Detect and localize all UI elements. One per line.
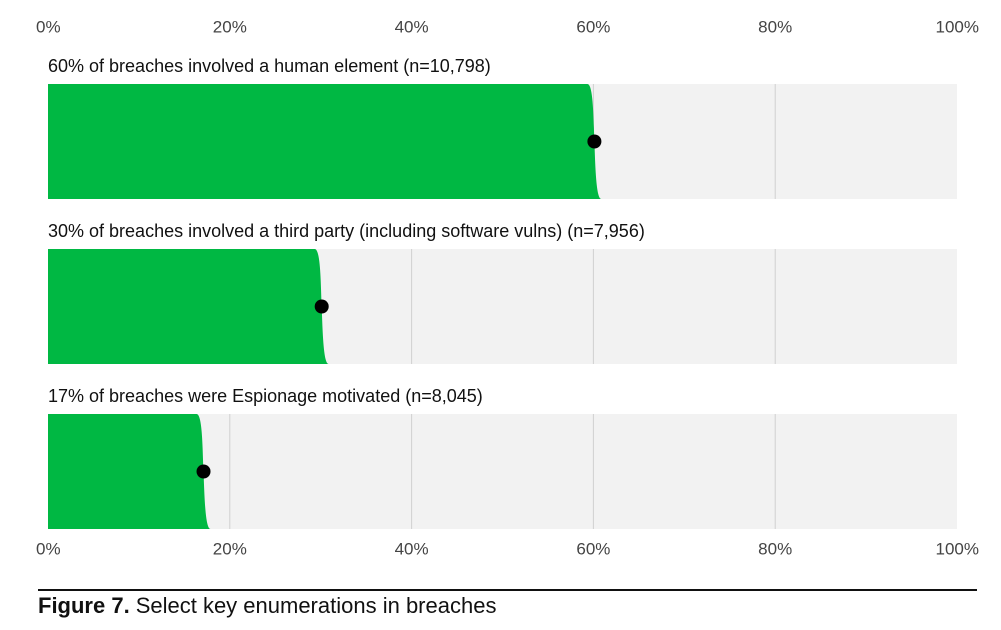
- x-tick-label-bottom: 40%: [395, 539, 429, 558]
- bar: [48, 249, 329, 364]
- figure-label: Figure 7.: [38, 593, 130, 618]
- x-tick-label-bottom: 100%: [936, 539, 979, 558]
- x-tick-label-top: 40%: [395, 17, 429, 36]
- x-tick-label-top: 0%: [36, 17, 61, 36]
- chart-title: Select key enumerations in breaches: [136, 593, 497, 618]
- x-tick-label-top: 80%: [758, 17, 792, 36]
- x-tick-label-bottom: 0%: [36, 539, 61, 558]
- caption: Figure 7. Select key enumerations in brea…: [38, 593, 496, 618]
- point-estimate: [587, 134, 602, 149]
- panel-label: 30% of breaches involved a third party (…: [48, 221, 645, 241]
- x-tick-label-bottom: 80%: [758, 539, 792, 558]
- x-tick-label-bottom: 60%: [576, 539, 610, 558]
- x-tick-label-top: 60%: [576, 17, 610, 36]
- panel-label: 17% of breaches were Espionage motivated…: [48, 386, 483, 406]
- panel-label: 60% of breaches involved a human element…: [48, 56, 491, 76]
- bar: [48, 84, 602, 199]
- x-tick-label-top: 20%: [213, 17, 247, 36]
- point-estimate: [314, 299, 329, 314]
- x-tick-label-top: 100%: [936, 17, 979, 36]
- bar: [48, 414, 211, 529]
- x-tick-label-bottom: 20%: [213, 539, 247, 558]
- point-estimate: [196, 464, 211, 479]
